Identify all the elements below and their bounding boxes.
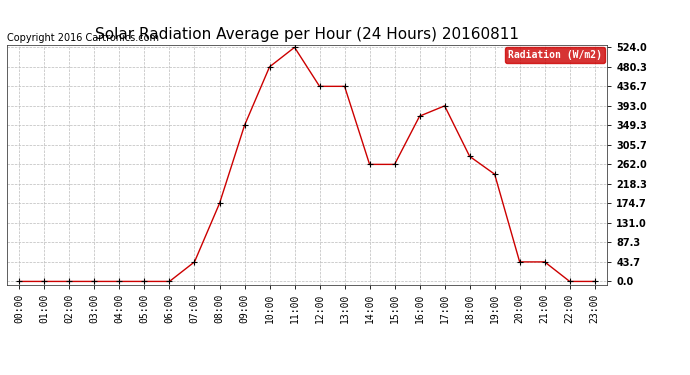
Title: Solar Radiation Average per Hour (24 Hours) 20160811: Solar Radiation Average per Hour (24 Hou… xyxy=(95,27,519,42)
Text: Copyright 2016 Cartronics.com: Copyright 2016 Cartronics.com xyxy=(7,33,159,43)
Legend: Radiation (W/m2): Radiation (W/m2) xyxy=(505,47,605,63)
